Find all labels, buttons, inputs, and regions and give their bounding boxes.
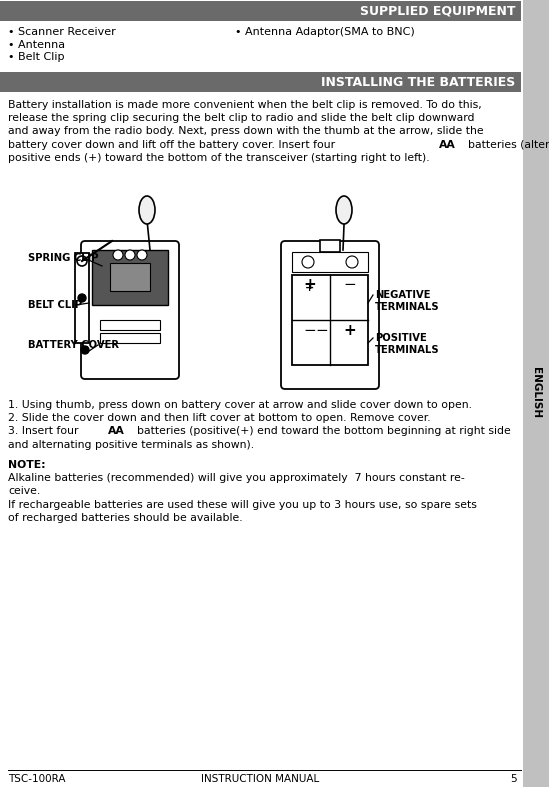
Text: SPRING CLIP: SPRING CLIP (28, 253, 98, 263)
Bar (110, 263, 150, 291)
Bar (100, 333, 160, 343)
Bar (292, 275, 368, 365)
Text: • Belt Clip: • Belt Clip (8, 52, 64, 62)
Text: 5: 5 (511, 774, 517, 784)
Circle shape (81, 346, 89, 354)
Text: BELT CLIP: BELT CLIP (28, 300, 82, 310)
Text: ENGLISH: ENGLISH (531, 368, 541, 419)
Bar (292, 252, 368, 272)
Text: batteries (alternate: batteries (alternate (461, 139, 549, 150)
Circle shape (302, 256, 314, 268)
Circle shape (346, 256, 358, 268)
Bar (100, 320, 160, 330)
Ellipse shape (139, 196, 155, 224)
Text: and alternating positive terminals as shown).: and alternating positive terminals as sh… (8, 440, 254, 449)
Text: of recharged batteries should be available.: of recharged batteries should be availab… (8, 513, 243, 523)
Text: −: − (344, 277, 356, 292)
Text: Battery installation is made more convenient when the belt clip is removed. To d: Battery installation is made more conven… (8, 100, 482, 110)
Text: −: − (304, 323, 316, 338)
Ellipse shape (336, 196, 352, 224)
Text: −: − (316, 323, 328, 338)
Text: BATTERY COVER: BATTERY COVER (28, 340, 119, 350)
Text: TSC-100RA: TSC-100RA (8, 774, 65, 784)
Text: +: + (304, 277, 316, 292)
Text: NEGATIVE
TERMINALS: NEGATIVE TERMINALS (375, 290, 440, 312)
Text: ceive.: ceive. (8, 486, 40, 497)
Bar (92, 250, 168, 305)
Bar (523, 0, 549, 787)
FancyBboxPatch shape (281, 241, 379, 389)
Text: POSITIVE
TERMINALS: POSITIVE TERMINALS (375, 333, 440, 356)
Circle shape (113, 250, 123, 260)
Text: +: + (305, 283, 315, 293)
Text: battery cover down and lift off the battery cover. Insert four: battery cover down and lift off the batt… (8, 139, 342, 150)
Text: batteries (positive(+) end toward the bottom beginning at right side: batteries (positive(+) end toward the bo… (130, 427, 511, 437)
Text: • Antenna: • Antenna (8, 39, 65, 50)
Text: • Scanner Receiver: • Scanner Receiver (8, 27, 116, 37)
Text: Alkaline batteries (recommended) will give you approximately  7 hours constant r: Alkaline batteries (recommended) will gi… (8, 473, 465, 483)
Circle shape (137, 250, 147, 260)
Text: AA: AA (108, 427, 125, 437)
Text: If rechargeable batteries are used these will give you up to 3 hours use, so spa: If rechargeable batteries are used these… (8, 500, 477, 510)
Text: • Antenna Adaptor(SMA to BNC): • Antenna Adaptor(SMA to BNC) (235, 27, 414, 37)
Text: INSTRUCTION MANUAL: INSTRUCTION MANUAL (201, 774, 320, 784)
Circle shape (125, 250, 135, 260)
Text: INSTALLING THE BATTERIES: INSTALLING THE BATTERIES (321, 76, 515, 88)
Circle shape (78, 294, 86, 302)
Text: release the spring clip securing the belt clip to radio and slide the belt clip : release the spring clip securing the bel… (8, 113, 474, 124)
Text: SUPPLIED EQUIPMENT: SUPPLIED EQUIPMENT (360, 5, 515, 17)
Circle shape (77, 256, 87, 266)
Text: and away from the radio body. Next, press down with the thumb at the arrow, slid: and away from the radio body. Next, pres… (8, 127, 484, 136)
Text: 3. Insert four: 3. Insert four (8, 427, 86, 437)
Text: 1. Using thumb, press down on battery cover at arrow and slide cover down to ope: 1. Using thumb, press down on battery co… (8, 400, 472, 410)
Bar (0, 72, 521, 92)
Text: 2. Slide the cover down and then lift cover at bottom to open. Remove cover.: 2. Slide the cover down and then lift co… (8, 413, 430, 423)
Bar (75, 253, 89, 343)
Bar (320, 240, 340, 252)
FancyBboxPatch shape (81, 241, 179, 379)
Text: NOTE:: NOTE: (8, 460, 46, 470)
Text: positive ends (+) toward the bottom of the transceiver (starting right to left).: positive ends (+) toward the bottom of t… (8, 153, 430, 163)
Text: AA: AA (439, 139, 456, 150)
Bar (0, 1, 521, 21)
Text: +: + (344, 323, 356, 338)
